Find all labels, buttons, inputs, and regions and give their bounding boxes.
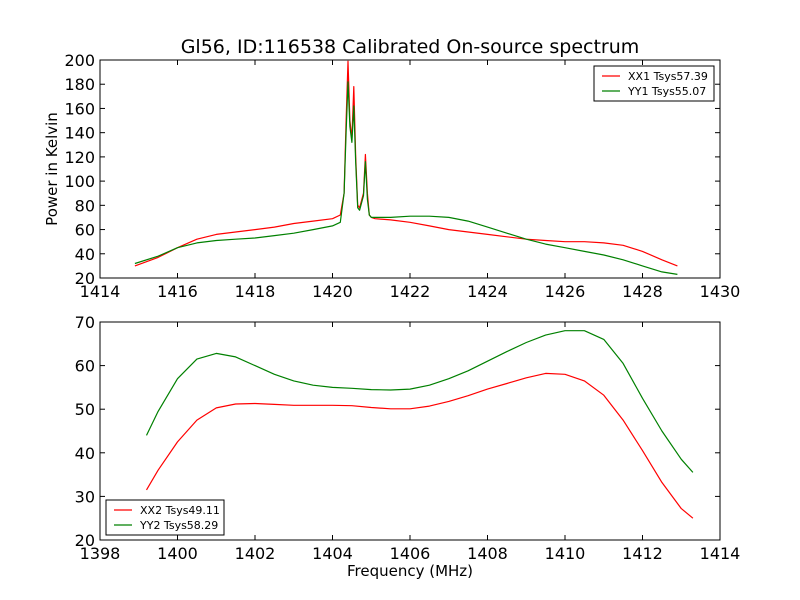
bottom-series-line-xx2 — [145, 372, 694, 519]
top-y-tick-label: 80 — [75, 196, 95, 215]
bottom-x-tick-label: 1404 — [312, 544, 353, 563]
top-x-tick-label: 1420 — [312, 282, 353, 301]
chart-title: Gl56, ID:116538 Calibrated On-source spe… — [181, 36, 640, 58]
bottom-y-tick-label: 70 — [75, 313, 95, 332]
top-y-tick-label: 120 — [64, 148, 95, 167]
top-y-tick-label: 40 — [75, 245, 95, 264]
top-x-tick-label: 1416 — [157, 282, 198, 301]
bottom-x-tick-label: 1410 — [545, 544, 586, 563]
top-y-tick-label: 140 — [64, 124, 95, 143]
bottom-legend-label: YY2 Tsys58.29 — [139, 519, 218, 532]
bottom-y-tick-label: 50 — [75, 400, 95, 419]
bottom-x-tick-label: 1412 — [622, 544, 663, 563]
bottom-series-line-yy2 — [145, 330, 694, 473]
bottom-x-tick-label: 1408 — [467, 544, 508, 563]
bottom-x-axis-label: Frequency (MHz) — [347, 562, 473, 580]
bottom-legend: XX2 Tsys49.11 YY2 Tsys58.29 — [105, 499, 225, 536]
top-legend-box — [593, 65, 715, 102]
top-y-tick-label: 180 — [64, 75, 95, 94]
top-x-tick-label: 1428 — [622, 282, 663, 301]
top-x-tick-label: 1414 — [80, 282, 121, 301]
bottom-x-tick-label: 1406 — [390, 544, 431, 563]
top-series-line-yy1 — [134, 81, 678, 275]
top-y-tick-label: 200 — [64, 51, 95, 70]
top-y-tick-label: 20 — [75, 269, 95, 288]
bottom-x-tick-label: 1402 — [235, 544, 276, 563]
top-y-tick-label: 60 — [75, 221, 95, 240]
bottom-legend-label: XX2 Tsys49.11 — [140, 504, 220, 517]
bottom-x-tick-label: 1400 — [157, 544, 198, 563]
bottom-x-tick-label: 1414 — [700, 544, 741, 563]
bottom-x-tick-label: 1398 — [80, 544, 121, 563]
bottom-panel: Frequency (MHz) 1398 1400 1402 1404 1406 1408… — [75, 313, 741, 580]
top-x-tick-label: 1418 — [235, 282, 276, 301]
top-y-tick-label: 100 — [64, 172, 95, 191]
top-x-tick-label: 1424 — [467, 282, 508, 301]
top-y-axis-label: Power in Kelvin — [43, 112, 61, 226]
bottom-y-tick-label: 30 — [75, 487, 95, 506]
bottom-y-tick-label: 60 — [75, 357, 95, 376]
top-legend-label: XX1 Tsys57.39 — [628, 70, 708, 83]
top-plot-area: 1414 1416 1418 1420 1422 1424 1426 1428 1430 20 40… — [64, 51, 740, 301]
bottom-legend-box — [105, 499, 225, 536]
top-legend: XX1 Tsys57.39 YY1 Tsys55.07 — [593, 65, 715, 102]
top-legend-label: YY1 Tsys55.07 — [627, 85, 706, 98]
top-y-tick-label: 160 — [64, 99, 95, 118]
bottom-y-tick-label: 40 — [75, 444, 95, 463]
bottom-plot-area: 1398 1400 1402 1404 1406 1408 1410 1412 1414 20 30… — [75, 313, 741, 563]
top-x-tick-label: 1430 — [700, 282, 741, 301]
top-panel: Gl56, ID:116538 Calibrated On-source spe… — [43, 36, 740, 301]
bottom-y-tick-label: 20 — [75, 531, 95, 550]
top-x-tick-label: 1426 — [545, 282, 586, 301]
top-x-tick-label: 1422 — [390, 282, 431, 301]
